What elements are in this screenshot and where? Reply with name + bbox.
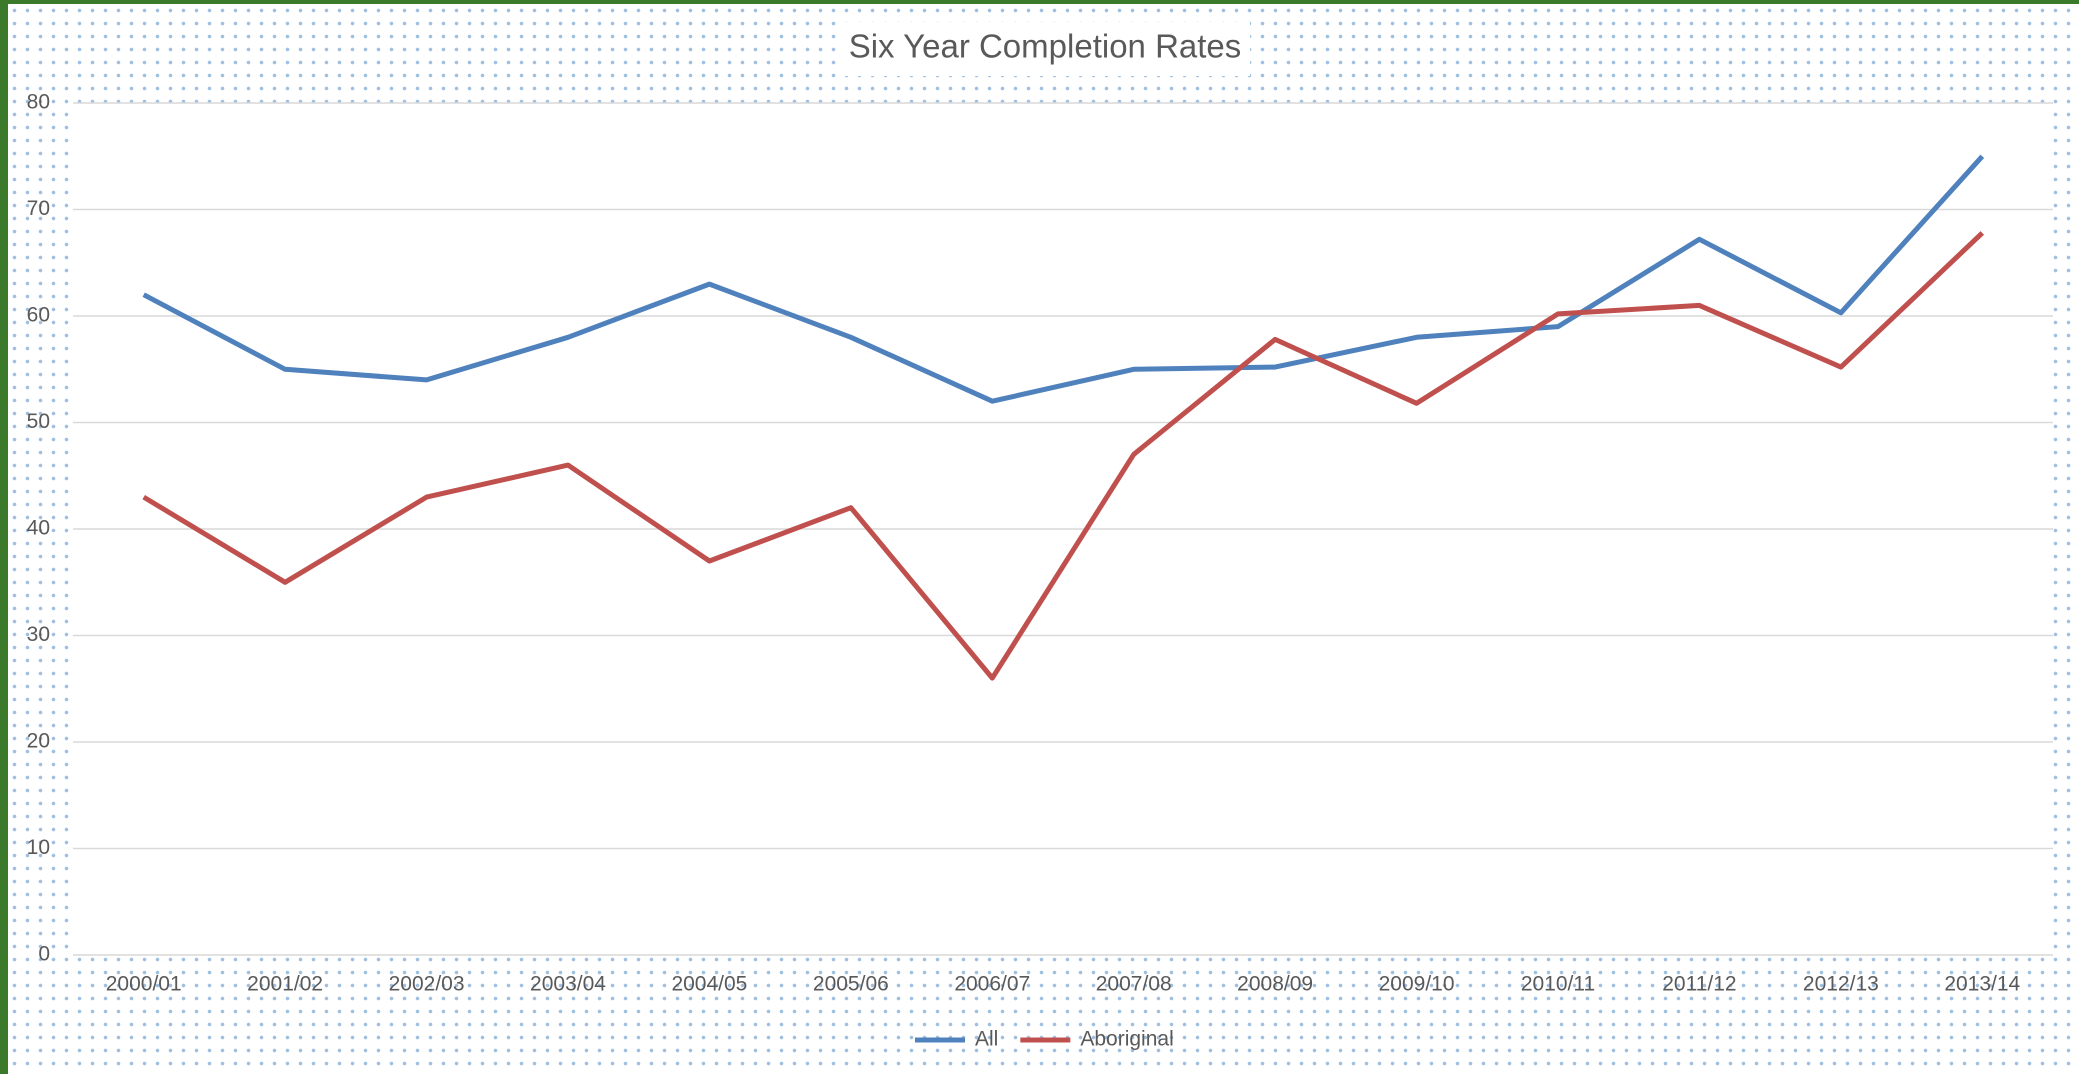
y-tick-label: 40	[27, 517, 50, 540]
legend-label: Aboriginal	[1080, 1028, 1173, 1051]
x-tick-label: 2013/14	[1944, 973, 2020, 996]
x-tick-label: 2011/12	[1662, 973, 1736, 996]
x-tick-label: 2012/13	[1803, 973, 1879, 996]
x-tick-label: 2009/10	[1379, 973, 1455, 996]
y-tick-label: 70	[27, 197, 50, 220]
y-tick-label: 20	[27, 730, 50, 753]
x-tick-label: 2002/03	[389, 973, 465, 996]
y-tick-label: 80	[27, 91, 50, 114]
x-tick-label: 2003/04	[530, 973, 606, 996]
y-tick-label: 10	[27, 836, 50, 859]
y-tick-label: 60	[27, 304, 50, 327]
x-tick-label: 2001/02	[247, 973, 323, 996]
x-tick-label: 2010/11	[1521, 973, 1595, 996]
x-tick-label: 2008/09	[1237, 973, 1313, 996]
x-tick-label: 2004/05	[671, 973, 747, 996]
x-tick-label: 2000/01	[106, 973, 182, 996]
legend-label: All	[975, 1028, 998, 1051]
y-tick-label: 30	[27, 623, 50, 646]
page: Six Year Completion Rates 0 10 20 30 40 50 60 7…	[0, 0, 2079, 1074]
chart-title: Six Year Completion Rates	[849, 28, 1242, 65]
x-tick-label: 2006/07	[954, 973, 1030, 996]
chart: Six Year Completion Rates 0 10 20 30 40 50 60 7…	[0, 0, 2079, 1074]
x-tick-label: 2005/06	[813, 973, 889, 996]
x-tick-label: 2007/08	[1096, 973, 1172, 996]
y-tick-label: 0	[38, 943, 50, 966]
y-tick-label: 50	[27, 410, 50, 433]
